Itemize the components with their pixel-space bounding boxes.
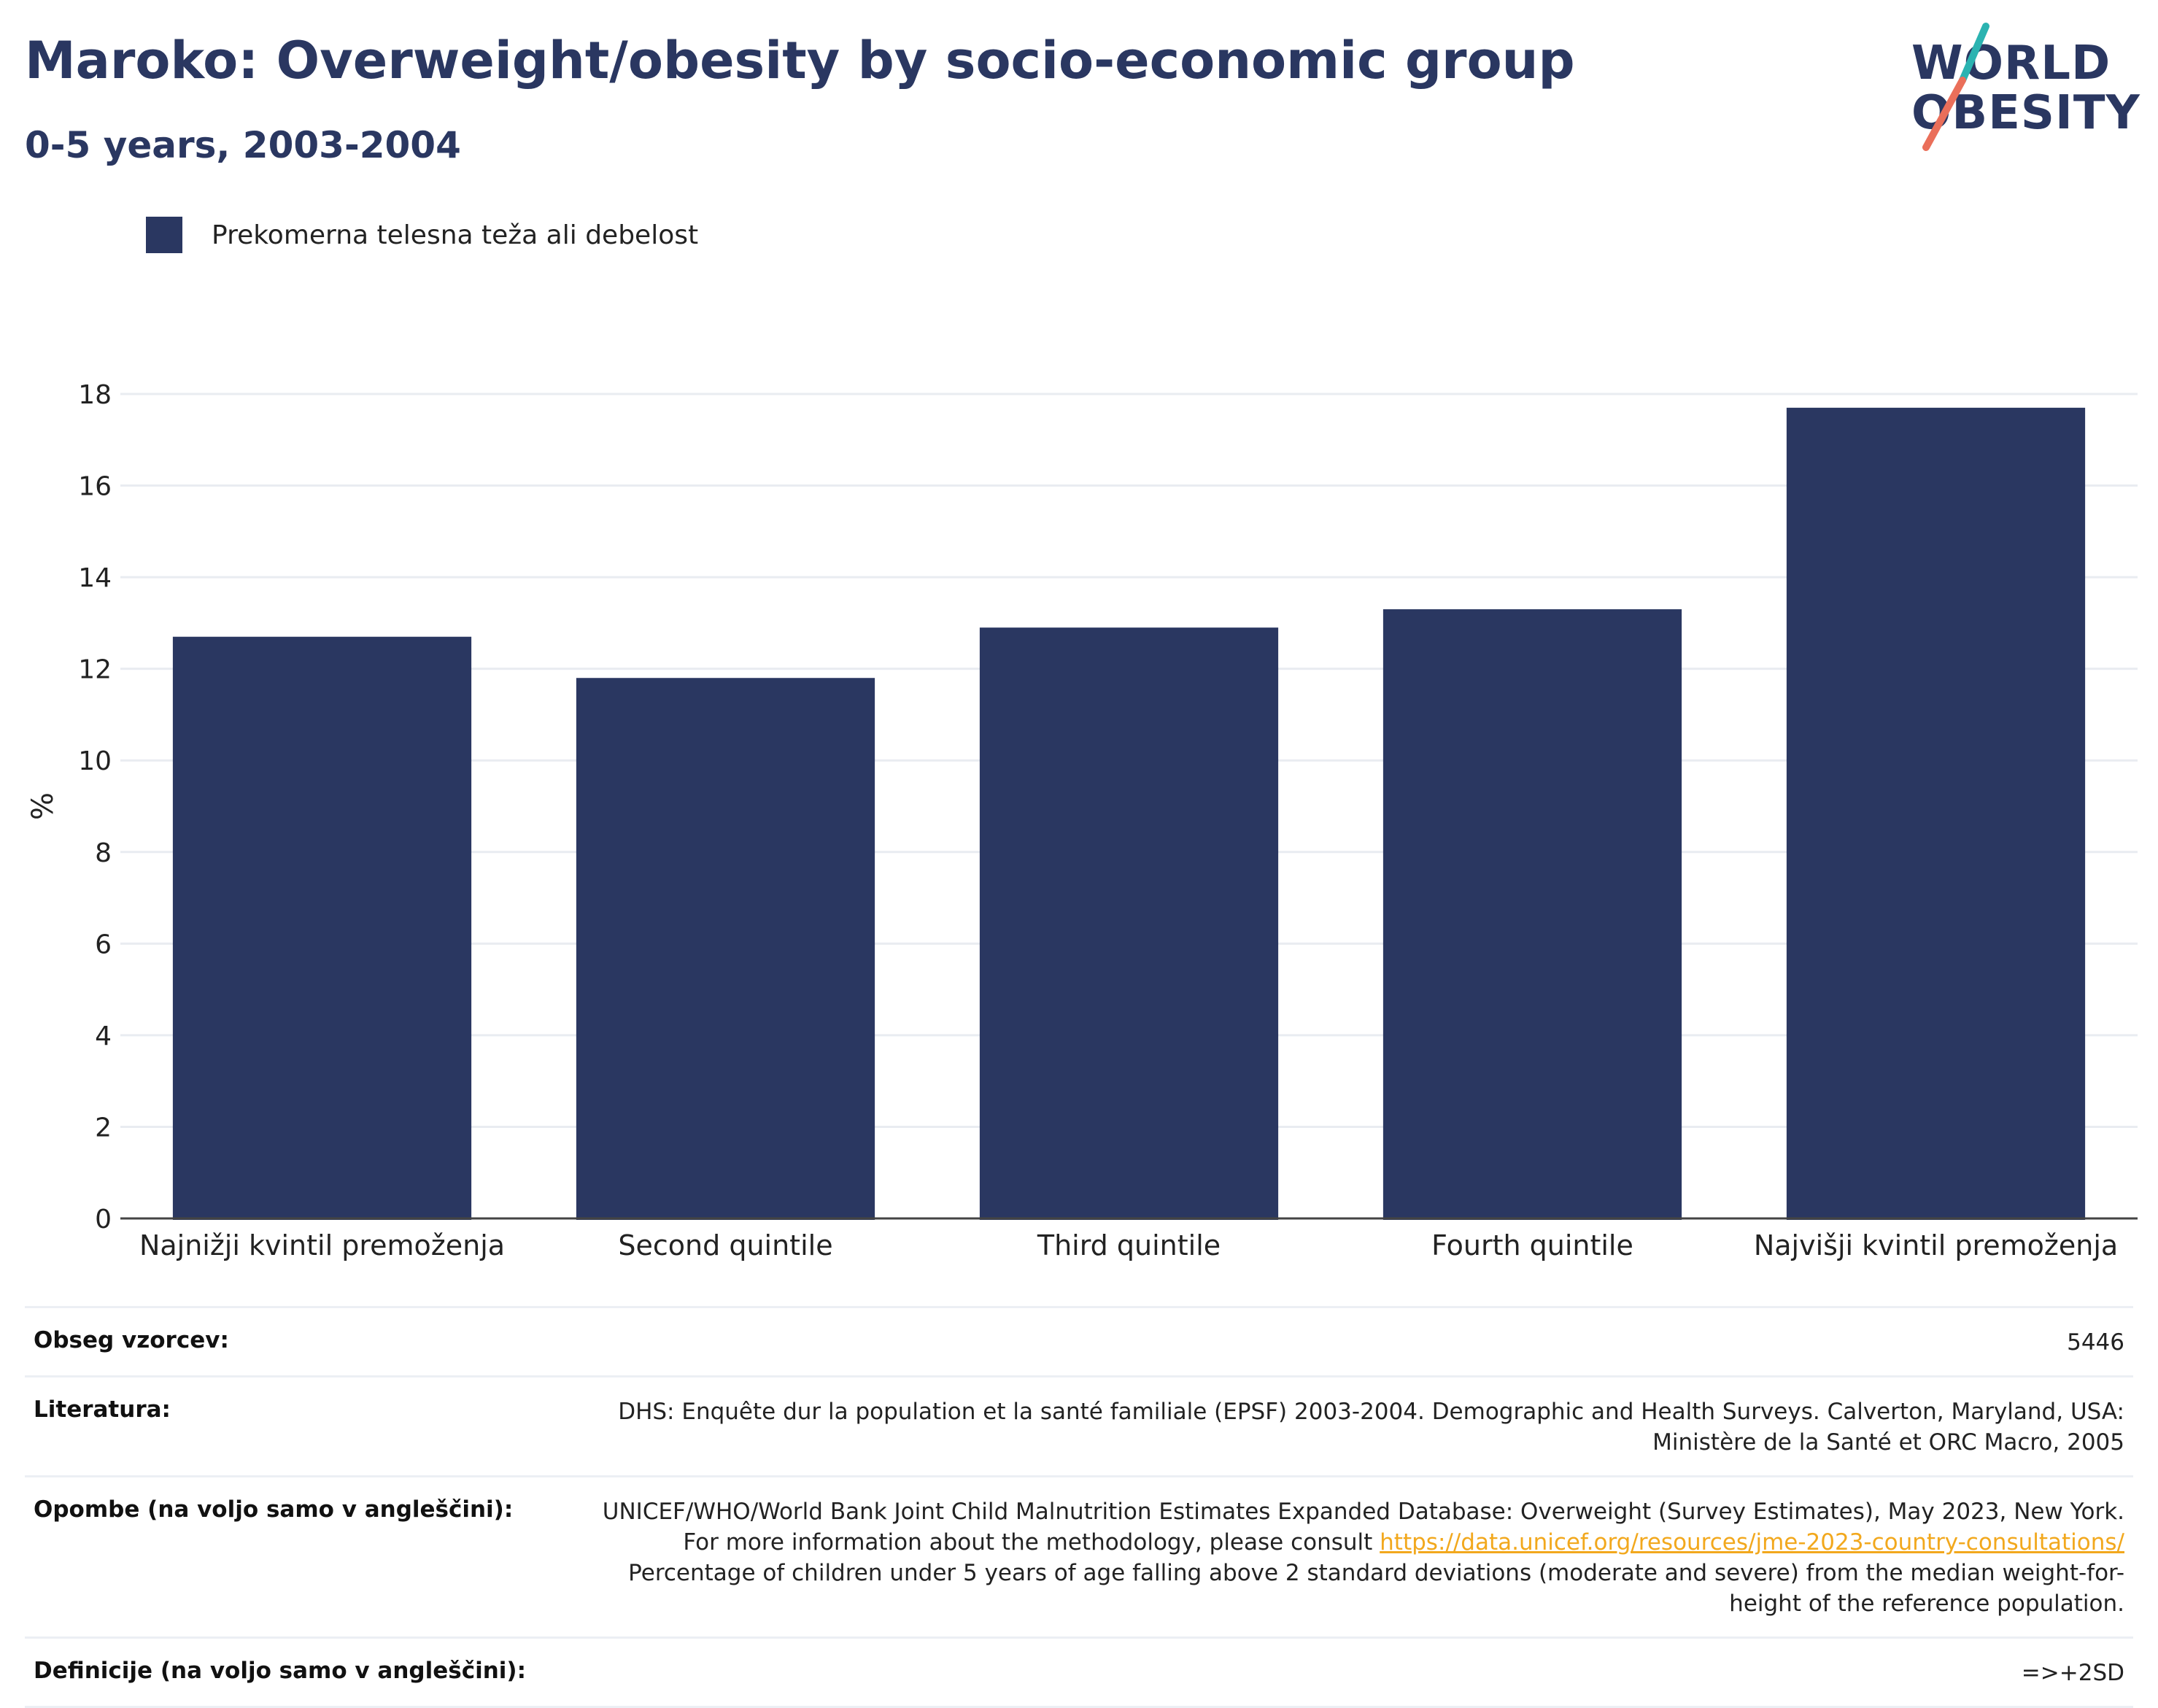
meta-notes-definition-text: Percentage of children under 5 years of … [628,1560,2124,1617]
y-tick-label: 14 [78,563,112,593]
y-tick-label: 4 [95,1021,112,1051]
metadata-table: Obseg vzorcev: 5446 Literatura: DHS: Enq… [25,1306,2133,1708]
bar[interactable] [979,627,1279,1220]
logo-word-world: WORLD [1911,36,2111,90]
meta-literature-value: DHS: Enquête dur la population et la san… [568,1375,2133,1477]
meta-row-literature: Literatura: DHS: Enquête dur la populati… [25,1375,2133,1477]
y-tick-label: 18 [78,380,112,410]
meta-row-sample: Obseg vzorcev: 5446 [25,1306,2133,1377]
y-tick-label: 6 [95,930,112,959]
x-tick-label: Second quintile [618,1229,832,1261]
chart-subtitle: 0-5 years, 2003-2004 [25,124,461,166]
meta-row-notes: Opombe (na voljo samo v angleščini): UNI… [25,1475,2133,1638]
bar[interactable] [576,678,875,1220]
y-tick-label: 8 [95,838,112,868]
x-tick-label: Fourth quintile [1431,1229,1633,1261]
x-tick-label: Third quintile [1037,1229,1221,1261]
methodology-link[interactable]: https://data.unicef.org/resources/jme-20… [1380,1529,2124,1556]
bar[interactable] [172,636,472,1220]
meta-notes-label: Opombe (na voljo samo v angleščini): [25,1475,568,1638]
y-tick-label: 10 [78,746,112,776]
world-obesity-logo: WORLD OBESITY [1904,22,2145,153]
chart-title: Maroko: Overweight/obesity by socio-econ… [25,31,1575,90]
bar-chart: 0 2 4 6 8 10 12 14 16 18 Najnižji kvintil premože… [26,380,2138,1261]
y-tick-label: 2 [95,1113,112,1143]
bar[interactable] [1786,407,2086,1221]
x-tick-label: Najvišji kvintil premoženja [1754,1229,2118,1261]
y-tick-label: 12 [78,655,112,685]
y-tick-label: 0 [95,1205,112,1234]
meta-notes-value: UNICEF/WHO/World Bank Joint Child Malnut… [568,1475,2133,1638]
meta-sample-label: Obseg vzorcev: [25,1306,568,1377]
meta-sample-value: 5446 [568,1306,2133,1377]
meta-definitions-label: Definicije (na voljo samo v angleščini): [25,1636,568,1708]
legend: Prekomerna telesna teža ali debelost [146,216,698,254]
legend-label[interactable]: Prekomerna telesna teža ali debelost [212,220,699,250]
meta-notes-text: UNICEF/WHO/World Bank Joint Child Malnut… [602,1499,2124,1556]
bar[interactable] [1382,609,1682,1220]
x-axis-ticks: Najnižji kvintil premoženja Second quinti… [139,1229,2118,1261]
meta-definitions-value: =>+2SD [568,1636,2133,1708]
y-axis-ticks: 0 2 4 6 8 10 12 14 16 18 [78,380,112,1234]
y-tick-label: 16 [78,472,112,502]
logo-slash-icon [1922,23,1989,151]
meta-row-definitions: Definicije (na voljo samo v angleščini):… [25,1636,2133,1708]
x-tick-label: Najnižji kvintil premoženja [139,1229,505,1261]
logo-word-obesity: OBESITY [1911,86,2140,140]
legend-swatch[interactable] [146,217,182,253]
bars [172,407,2086,1221]
y-axis-label: % [26,792,60,820]
meta-literature-label: Literatura: [25,1375,568,1477]
